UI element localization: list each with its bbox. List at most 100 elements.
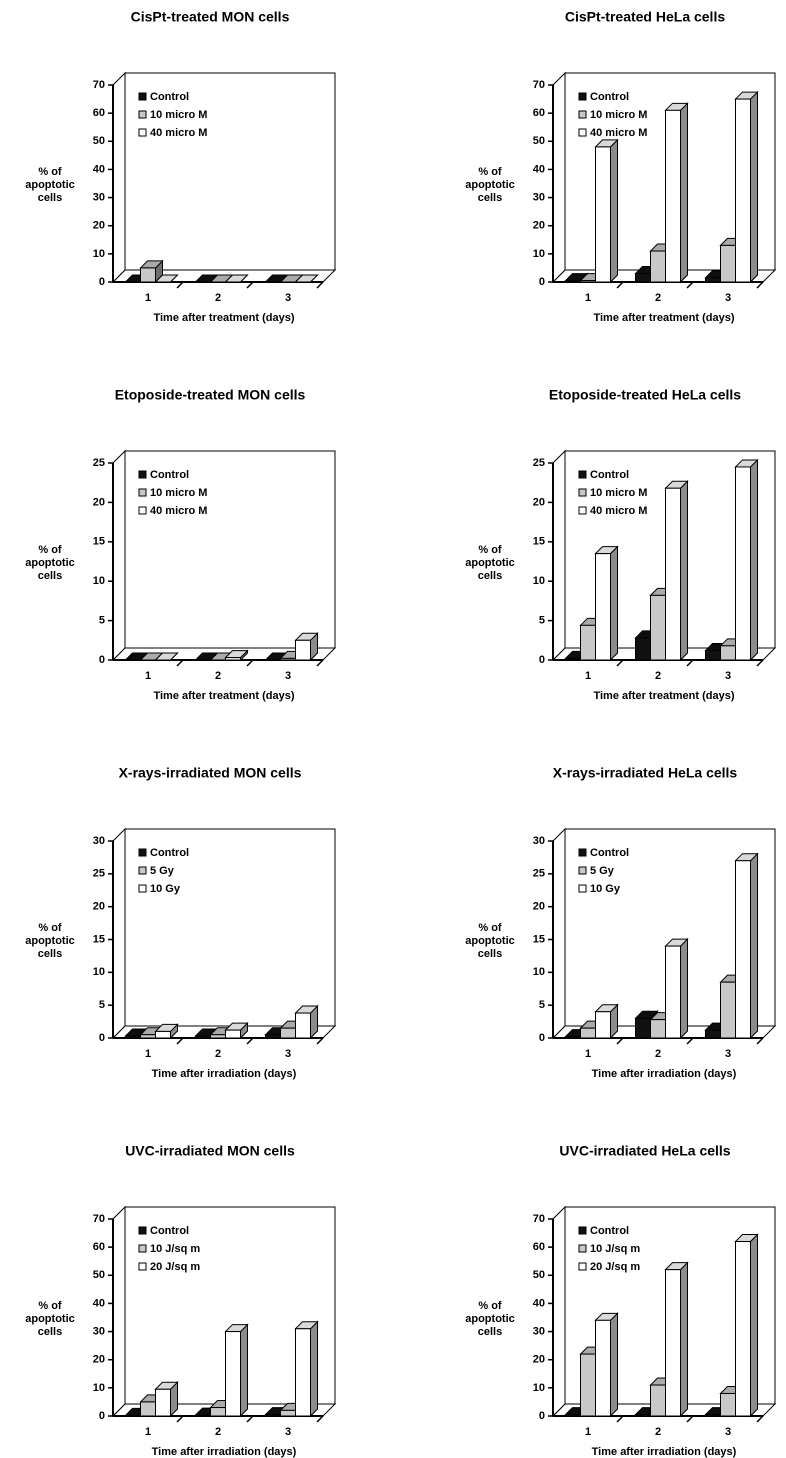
y-tick-label: 0 xyxy=(539,276,545,288)
x-axis-label: Time after irradiation (days) xyxy=(152,1446,297,1458)
y-axis-label: % of xyxy=(38,166,62,178)
y-tick-label: 20 xyxy=(93,1354,105,1366)
legend-swatch xyxy=(578,866,587,875)
bar-front xyxy=(580,1353,596,1417)
bar-front xyxy=(665,109,681,283)
legend-swatch xyxy=(138,1226,147,1235)
y-axis-label: cells xyxy=(478,948,502,960)
bar-front xyxy=(565,280,581,283)
bar-front xyxy=(635,1017,651,1039)
y-tick-label: 60 xyxy=(533,1241,545,1253)
x-axis-label: Time after treatment (days) xyxy=(153,690,294,702)
bar-front xyxy=(595,1319,611,1417)
bar-front xyxy=(650,594,666,661)
x-axis-label: Time after treatment (days) xyxy=(593,312,734,324)
legend-swatch xyxy=(138,110,147,119)
bar xyxy=(594,138,619,284)
legend-label: 10 J/sq m xyxy=(150,1243,200,1255)
y-axis-label: cells xyxy=(478,570,502,582)
x-axis-label: Time after irradiation (days) xyxy=(592,1068,737,1080)
x-tick xyxy=(246,1037,254,1045)
y-tick-label: 10 xyxy=(93,248,105,260)
bar-front xyxy=(265,1034,281,1039)
x-tick xyxy=(686,1415,694,1423)
side-wall xyxy=(112,827,126,1040)
legend-label: Control xyxy=(590,469,629,481)
chart-panel: Etoposide-treated MON cells % ofapoptotic… xyxy=(25,387,337,702)
chart-title: CisPt-treated HeLa cells xyxy=(565,9,725,25)
bar xyxy=(154,1381,179,1418)
y-tick-label: 0 xyxy=(539,1410,545,1422)
bar-front xyxy=(665,487,681,661)
chart-panel: CisPt-treated MON cells % ofapoptoticcell… xyxy=(25,9,337,324)
bar-front xyxy=(595,553,611,661)
y-tick-label: 25 xyxy=(533,457,545,469)
legend-swatch xyxy=(578,848,587,857)
y-axis-label: apoptotic xyxy=(465,935,515,947)
y-tick-label: 0 xyxy=(99,654,105,666)
y-tick-label: 50 xyxy=(533,1269,545,1281)
bar-front xyxy=(140,1401,156,1417)
legend-label: 10 micro M xyxy=(150,487,207,499)
x-tick xyxy=(176,659,184,667)
x-tick-label: 1 xyxy=(145,1048,151,1060)
legend-label: Control xyxy=(590,1225,629,1237)
x-tick xyxy=(756,281,764,289)
y-tick-label: 0 xyxy=(99,1032,105,1044)
bar xyxy=(294,1004,319,1040)
x-tick xyxy=(316,1415,324,1423)
bar-front xyxy=(295,639,311,661)
x-tick-label: 2 xyxy=(215,670,221,682)
legend-swatch xyxy=(578,92,587,101)
x-tick xyxy=(616,1415,624,1423)
bar-front xyxy=(650,250,666,283)
y-tick-label: 50 xyxy=(93,1269,105,1281)
legend-swatch xyxy=(578,1244,587,1253)
legend-label: 40 micro M xyxy=(590,505,647,517)
bar-front xyxy=(595,146,611,283)
side-wall xyxy=(552,449,566,662)
x-tick-label: 1 xyxy=(585,1048,591,1060)
x-tick xyxy=(246,281,254,289)
y-tick-label: 40 xyxy=(93,1297,105,1309)
y-axis-label: apoptotic xyxy=(25,935,75,947)
chart-title: X-rays-irradiated MON cells xyxy=(119,765,302,781)
legend-label: Control xyxy=(150,1225,189,1237)
bar-front xyxy=(650,1384,666,1417)
bar xyxy=(664,480,689,662)
side-wall xyxy=(112,71,126,284)
y-tick-label: 60 xyxy=(93,107,105,119)
legend-label: 40 micro M xyxy=(590,127,647,139)
y-tick-label: 70 xyxy=(93,1213,105,1225)
x-tick-label: 3 xyxy=(285,1048,291,1060)
bar xyxy=(664,937,689,1040)
legend-swatch xyxy=(578,488,587,497)
y-axis-label: apoptotic xyxy=(465,557,515,569)
back-wall xyxy=(124,828,336,1027)
bar-side xyxy=(750,1233,758,1418)
y-tick-label: 5 xyxy=(99,615,105,627)
bar-front xyxy=(210,1407,226,1417)
bar xyxy=(294,1320,319,1418)
chart-panel: X-rays-irradiated MON cells % ofapoptotic… xyxy=(25,765,337,1080)
y-tick-label: 25 xyxy=(93,868,105,880)
y-tick-label: 60 xyxy=(533,107,545,119)
bar xyxy=(734,1233,759,1418)
x-tick-label: 3 xyxy=(725,1048,731,1060)
x-tick xyxy=(756,1415,764,1423)
bar xyxy=(594,1003,619,1040)
x-tick-label: 3 xyxy=(285,292,291,304)
legend-swatch xyxy=(578,128,587,137)
bar-top xyxy=(154,274,179,283)
x-tick xyxy=(316,659,324,667)
bar-front xyxy=(720,645,736,661)
x-tick-label: 2 xyxy=(655,1426,661,1438)
bar-front xyxy=(125,1414,141,1417)
legend-label: Control xyxy=(590,847,629,859)
y-axis-label: % of xyxy=(478,922,502,934)
bar-front xyxy=(225,1029,241,1039)
bar xyxy=(734,90,759,284)
y-tick-label: 40 xyxy=(533,163,545,175)
legend-label: Control xyxy=(590,91,629,103)
